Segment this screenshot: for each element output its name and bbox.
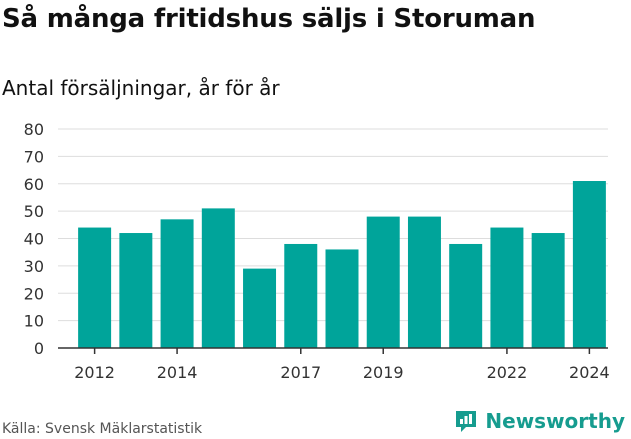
x-tick-label: 2012 [74,363,115,382]
y-tick-label: 0 [34,339,44,358]
bar-2021 [449,243,483,348]
bar-2012 [78,227,112,348]
y-tick-label: 10 [24,312,44,331]
y-tick-label: 60 [24,175,44,194]
y-tick-label: 50 [24,202,44,221]
bar-2024 [572,181,606,348]
y-tick-label: 70 [24,147,44,166]
x-axis-ticks: 2012 2014 2017 2019 2022 2024 [74,348,610,382]
bar-2023 [531,233,565,348]
newsworthy-logo: Newsworthy [453,408,625,434]
bar-2013 [119,233,153,348]
source-note: Källa: Svensk Mäklarstatistik [2,421,203,437]
y-tick-label: 30 [24,257,44,276]
bar-2022 [490,227,524,348]
bar-2014 [160,219,194,348]
bar-2015 [201,208,235,348]
bar-2018 [325,249,359,348]
y-tick-label: 20 [24,284,44,303]
x-tick-label: 2022 [487,363,528,382]
y-axis-labels: 0 10 20 30 40 50 60 70 80 [24,120,44,358]
y-tick-label: 40 [24,230,44,249]
bar-2020 [407,216,441,348]
y-tick-label: 80 [24,120,44,139]
x-tick-label: 2024 [569,363,610,382]
chart-title: Så många fritidshus säljs i Storuman [2,4,536,34]
newsworthy-logo-icon [456,411,477,432]
bar-2017 [284,243,318,348]
bar-2019 [366,216,400,348]
bar-2016 [243,268,277,348]
bars [78,181,606,348]
x-tick-label: 2014 [157,363,198,382]
x-tick-label: 2019 [363,363,404,382]
chart-subtitle: Antal försäljningar, år för år [2,76,280,100]
brand-name: Newsworthy [485,409,625,433]
x-tick-label: 2017 [280,363,321,382]
